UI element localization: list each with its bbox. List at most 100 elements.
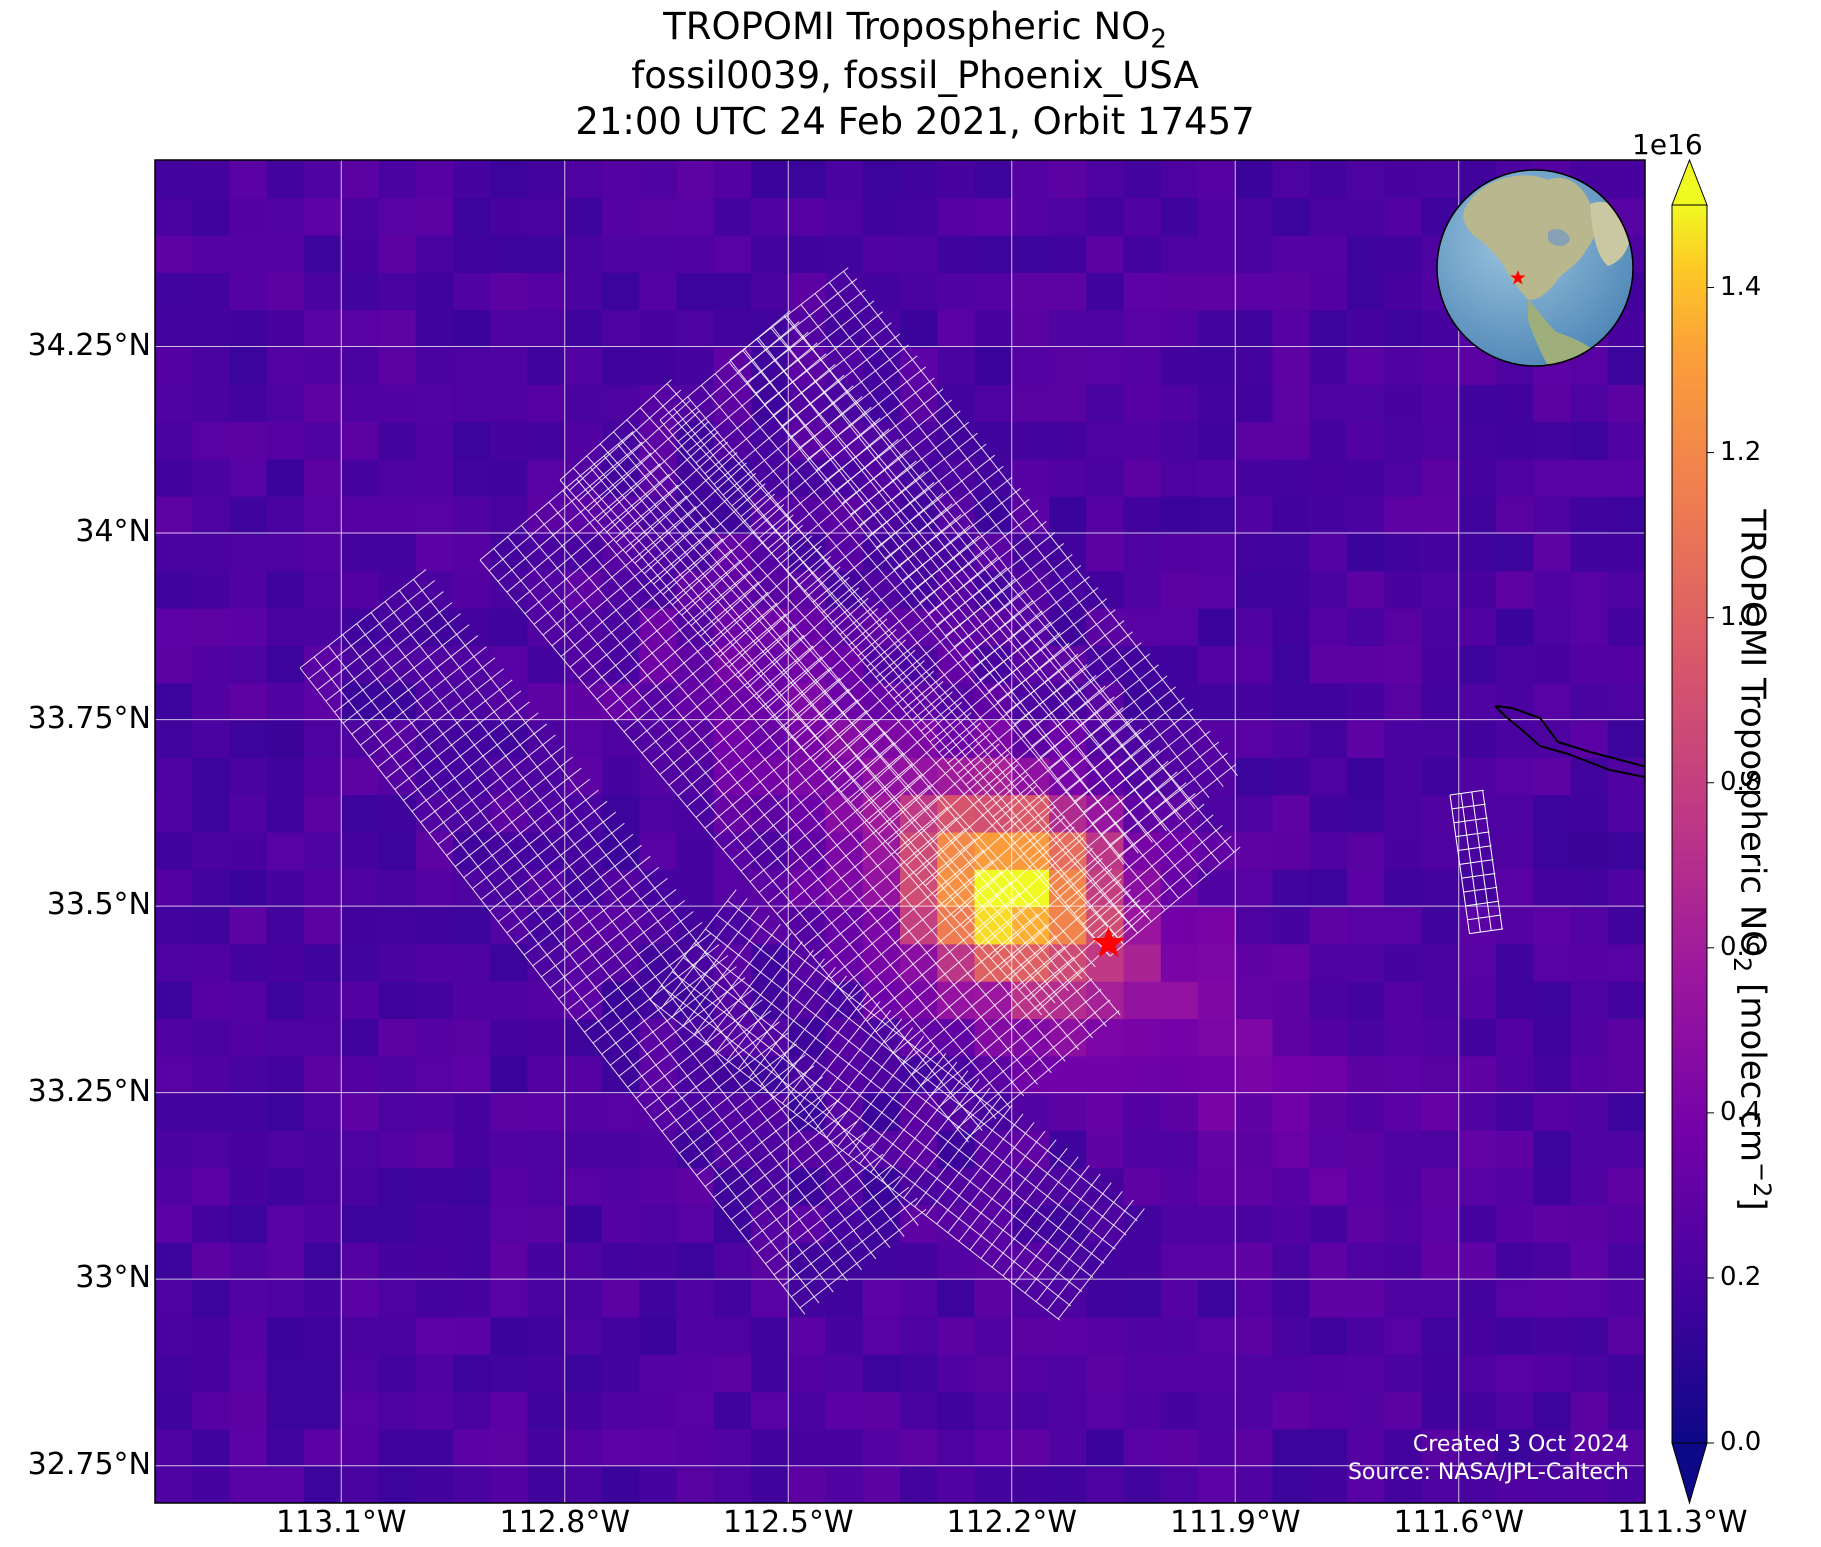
no2-pixel <box>1458 533 1497 572</box>
no2-pixel <box>1384 1092 1423 1131</box>
no2-pixel <box>1198 346 1237 385</box>
no2-pixel <box>1384 644 1423 684</box>
no2-pixel <box>304 1391 343 1430</box>
no2-pixel <box>900 1167 939 1206</box>
no2-pixel <box>527 1055 566 1094</box>
no2-pixel <box>415 943 454 982</box>
no2-pixel <box>304 197 343 236</box>
no2-pixel <box>1160 868 1199 908</box>
no2-pixel <box>564 906 603 945</box>
no2-pixel <box>1123 1316 1162 1355</box>
no2-pixel <box>490 458 529 497</box>
no2-pixel <box>527 421 566 460</box>
no2-pixel <box>155 1018 194 1057</box>
no2-pixel <box>155 1465 194 1503</box>
lon-label: 112.8°W <box>499 1505 631 1540</box>
no2-pixel <box>1235 719 1274 758</box>
no2-pixel <box>1309 1055 1348 1094</box>
no2-pixel <box>192 1092 231 1131</box>
no2-pixel <box>1421 570 1460 609</box>
no2-pixel <box>1458 1092 1497 1131</box>
no2-pixel <box>1049 1092 1088 1131</box>
no2-pixel <box>341 719 380 758</box>
no2-pixel <box>1235 570 1274 609</box>
no2-pixel <box>1607 1092 1645 1131</box>
gridlines <box>155 160 1645 1503</box>
no2-pixel <box>602 756 641 796</box>
no2-pixel <box>192 1316 231 1355</box>
no2-pixel <box>229 1055 268 1094</box>
no2-pixel <box>788 160 827 199</box>
no2-pixel <box>304 533 343 572</box>
no2-pixel <box>751 1316 790 1355</box>
colorbar-extend-min <box>1671 1442 1708 1505</box>
no2-pixel <box>1011 533 1050 572</box>
no2-pixel <box>527 309 566 348</box>
no2-pixel <box>1533 1353 1572 1393</box>
no2-pixel <box>1384 197 1423 236</box>
no2-pixel <box>1607 1279 1645 1318</box>
no2-pixel <box>1496 421 1535 460</box>
no2-pixel <box>937 421 976 460</box>
no2-pixel <box>490 1167 529 1206</box>
no2-pixel <box>266 570 305 609</box>
no2-pixel <box>1570 458 1609 497</box>
no2-pixel <box>1421 1465 1460 1503</box>
no2-pixel <box>1272 160 1311 161</box>
no2-pixel <box>415 794 454 833</box>
no2-pixel <box>1533 421 1572 460</box>
no2-pixel <box>341 1279 380 1318</box>
no2-pixel <box>1198 1391 1237 1430</box>
no2-pixel <box>676 309 715 348</box>
no2-pixel <box>229 160 268 199</box>
no2-pixel <box>1384 868 1423 908</box>
no2-pixel <box>155 1241 194 1281</box>
no2-pixel <box>1272 906 1311 945</box>
colorbar-tick-label: 1.4 <box>1720 271 1762 302</box>
no2-pixel <box>1533 458 1572 497</box>
no2-pixel <box>1160 1204 1199 1243</box>
no2-pixel <box>341 271 380 311</box>
no2-pixel <box>229 1279 268 1318</box>
no2-pixel <box>1086 756 1125 796</box>
no2-pixel <box>453 234 492 273</box>
no2-pixel <box>713 458 752 497</box>
no2-pixel <box>751 570 790 609</box>
no2-pixel <box>155 495 194 535</box>
no2-pixel <box>155 1353 194 1393</box>
no2-pixel <box>1496 943 1535 982</box>
no2-pixel <box>490 1465 529 1503</box>
no2-pixel <box>1086 1279 1125 1318</box>
no2-pixel <box>1347 570 1386 609</box>
no2-pixel <box>1347 943 1386 982</box>
no2-pixel <box>192 719 231 758</box>
no2-pixel <box>490 1428 529 1467</box>
no2-pixel <box>1421 458 1460 497</box>
no2-pixel <box>304 421 343 460</box>
no2-pixel <box>1570 980 1609 1020</box>
no2-pixel <box>1011 346 1050 385</box>
no2-pixel <box>1496 1167 1535 1206</box>
no2-field <box>155 160 1645 1503</box>
no2-pixel <box>676 1465 715 1503</box>
no2-pixel <box>564 1428 603 1467</box>
no2-pixel <box>378 383 417 423</box>
no2-pixel <box>1458 1129 1497 1169</box>
no2-pixel <box>453 271 492 311</box>
no2-pixel <box>1309 1428 1348 1467</box>
no2-pixel <box>1272 197 1311 236</box>
no2-pixel <box>862 234 901 273</box>
no2-pixel <box>490 1353 529 1393</box>
colorbar-offset-text: 1e16 <box>1632 128 1703 161</box>
no2-pixel <box>1458 421 1497 460</box>
no2-pixel <box>1347 421 1386 460</box>
no2-pixel <box>676 1167 715 1206</box>
no2-pixel <box>602 719 641 758</box>
no2-pixel <box>1384 794 1423 833</box>
no2-pixel <box>713 421 752 460</box>
no2-pixel <box>974 980 1013 1020</box>
no2-pixel <box>1458 1428 1497 1467</box>
no2-pixel <box>1384 980 1423 1020</box>
no2-pixel <box>1421 607 1460 646</box>
no2-pixel <box>713 160 752 161</box>
